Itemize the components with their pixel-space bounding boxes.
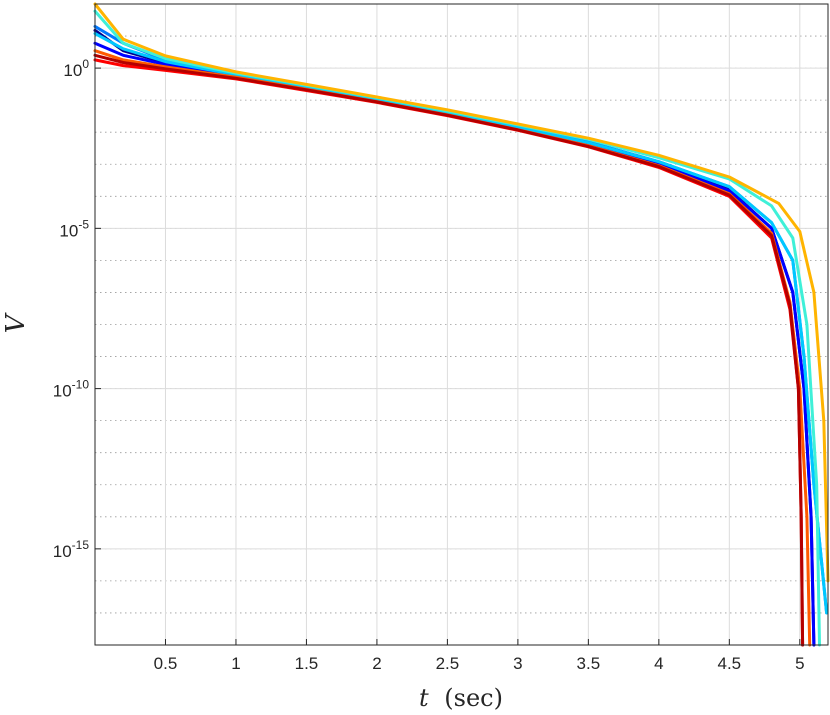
series-line-1 xyxy=(93,28,816,647)
grid xyxy=(95,3,828,646)
series-line-8 xyxy=(93,58,805,647)
series-line-2 xyxy=(93,41,816,647)
x-tick-label: 5 xyxy=(795,654,804,673)
series-line-7 xyxy=(93,49,812,647)
x-tick-label: 0.5 xyxy=(154,654,178,673)
y-axis-ticks: 100 10-5 10-10 10-15 xyxy=(53,57,101,561)
y-tick-label: 100 xyxy=(63,57,89,80)
x-tick-label: 1.5 xyxy=(295,654,319,673)
x-axis-ticks: 0.5 1 1.5 2 2.5 3 3.5 4 4.5 5 xyxy=(154,639,805,673)
series-line-4 xyxy=(93,32,829,615)
series-line-6 xyxy=(93,2,830,583)
x-tick-label: 4 xyxy=(654,654,663,673)
x-tick-label: 2.5 xyxy=(436,654,460,673)
plot-frame xyxy=(94,3,829,646)
y-tick-label: 10-5 xyxy=(59,217,89,240)
x-axis-label-unit: (sec) xyxy=(444,684,503,712)
y-tick-label: 10-10 xyxy=(53,378,90,401)
x-axis-label-variable: t xyxy=(419,684,429,712)
x-tick-label: 3.5 xyxy=(577,654,601,673)
y-axis-label: V xyxy=(1,312,31,333)
x-tick-label: 1 xyxy=(231,654,240,673)
plot-series xyxy=(93,2,830,647)
x-tick-label: 4.5 xyxy=(718,654,742,673)
x-tick-label: 3 xyxy=(513,654,522,673)
x-tick-label: 2 xyxy=(372,654,381,673)
series-line-9 xyxy=(93,53,805,647)
x-axis-label: t (sec) xyxy=(419,684,503,712)
y-tick-label: 10-15 xyxy=(53,538,90,561)
series-line-5 xyxy=(93,9,821,647)
